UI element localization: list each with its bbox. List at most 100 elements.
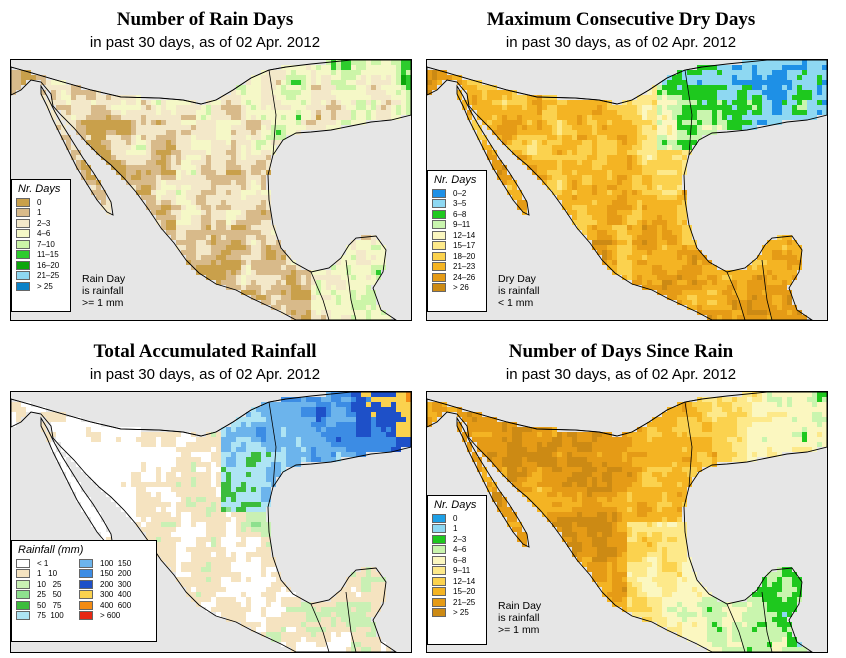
grid-cell (231, 432, 236, 437)
grid-cell (326, 125, 331, 130)
grid-cell (361, 392, 366, 397)
grid-cell (286, 447, 291, 452)
grid-cell (737, 295, 742, 300)
grid-cell (597, 145, 602, 150)
grid-cell (201, 250, 206, 255)
grid-cell (246, 522, 251, 527)
grid-cell (246, 502, 251, 507)
grid-cell (191, 437, 196, 442)
grid-cell (256, 260, 261, 265)
grid-cell (677, 85, 682, 90)
grid-cell (266, 477, 271, 482)
grid-cell (266, 225, 271, 230)
grid-cell (286, 422, 291, 427)
grid-cell (271, 437, 276, 442)
grid-cell (191, 205, 196, 210)
grid-cell (191, 235, 196, 240)
grid-cell (221, 472, 226, 477)
grid-cell (41, 422, 46, 427)
grid-cell (291, 285, 296, 290)
grid-cell (602, 205, 607, 210)
grid-cell (361, 442, 366, 447)
grid-cell (652, 210, 657, 215)
grid-cell (261, 417, 266, 422)
legend-item: > 25 (16, 281, 70, 292)
grid-cell (191, 255, 196, 260)
grid-cell (502, 175, 507, 180)
grid-cell (201, 120, 206, 125)
grid-cell (567, 145, 572, 150)
grid-cell (737, 95, 742, 100)
grid-cell (246, 497, 251, 502)
grid-cell (732, 305, 737, 310)
grid-cell (156, 140, 161, 145)
grid-cell (91, 512, 96, 517)
grid-cell (11, 70, 16, 75)
grid-cell (76, 165, 81, 170)
grid-cell (266, 140, 271, 145)
grid-cell (722, 70, 727, 75)
grid-cell (662, 290, 667, 295)
grid-cell (657, 225, 662, 230)
grid-cell (657, 210, 662, 215)
grid-cell (241, 155, 246, 160)
grid-cell (637, 105, 642, 110)
grid-cell (647, 270, 652, 275)
grid-cell (261, 240, 266, 245)
grid-cell (632, 245, 637, 250)
grid-cell (742, 65, 747, 70)
grid-cell (96, 90, 101, 95)
grid-cell (607, 225, 612, 230)
grid-cell (341, 65, 346, 70)
grid-cell (627, 125, 632, 130)
grid-cell (86, 497, 91, 502)
grid-cell (161, 190, 166, 195)
grid-cell (191, 115, 196, 120)
grid-cell (727, 285, 732, 290)
grid-cell (171, 527, 176, 532)
grid-cell (517, 200, 522, 205)
grid-cell (722, 295, 727, 300)
grid-cell (737, 100, 742, 105)
grid-cell (802, 115, 807, 120)
grid-cell (86, 512, 91, 517)
grid-cell (266, 437, 271, 442)
grid-cell (462, 85, 467, 90)
grid-cell (747, 90, 752, 95)
grid-cell (216, 512, 221, 517)
grid-cell (557, 130, 562, 135)
grid-cell (692, 90, 697, 95)
grid-cell (637, 245, 642, 250)
grid-cell (41, 75, 46, 80)
grid-cell (657, 110, 662, 115)
grid-cell (191, 200, 196, 205)
grid-cell (151, 467, 156, 472)
grid-cell (56, 457, 61, 462)
grid-cell (381, 95, 386, 100)
grid-cell (211, 517, 216, 522)
grid-cell (366, 95, 371, 100)
grid-cell (216, 215, 221, 220)
grid-cell (281, 75, 286, 80)
grid-cell (371, 432, 376, 437)
grid-cell (296, 105, 301, 110)
grid-cell (236, 180, 241, 185)
grid-cell (301, 315, 306, 320)
grid-cell (582, 100, 587, 105)
grid-cell (186, 245, 191, 250)
grid-cell (747, 300, 752, 305)
panel-rain-days: Number of Rain Days in past 30 days, as … (0, 0, 412, 321)
grid-cell (702, 90, 707, 95)
grid-cell (161, 457, 166, 462)
grid-cell (682, 75, 687, 80)
grid-cell (81, 432, 86, 437)
grid-cell (186, 175, 191, 180)
grid-cell (191, 135, 196, 140)
grid-cell (472, 105, 477, 110)
grid-cell (542, 145, 547, 150)
grid-cell (772, 300, 777, 305)
grid-cell (637, 205, 642, 210)
grid-cell (281, 70, 286, 75)
grid-cell (256, 165, 261, 170)
grid-cell (672, 145, 677, 150)
